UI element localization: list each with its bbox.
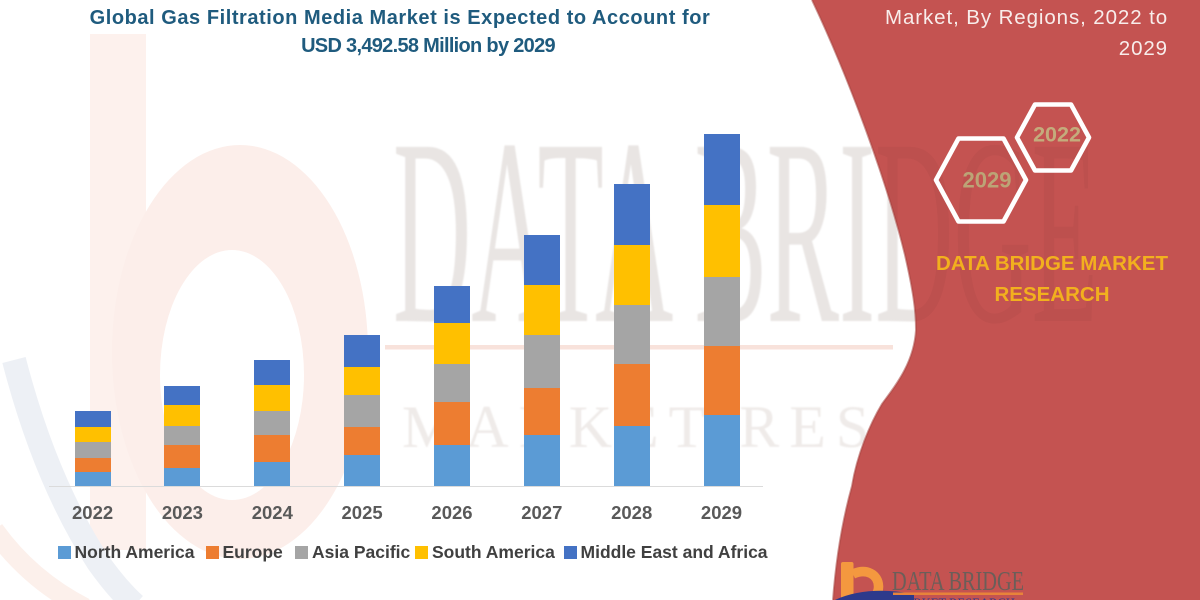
svg-text:DATA BRIDGE: DATA BRIDGE [892,566,1024,596]
svg-text:2029: 2029 [963,168,1012,193]
svg-text:DATA BRIDGE: DATA BRIDGE [393,84,1098,379]
svg-text:2022: 2022 [1033,123,1081,147]
svg-text:MARKET RESEARCH: MARKET RESEARCH [893,595,1015,600]
